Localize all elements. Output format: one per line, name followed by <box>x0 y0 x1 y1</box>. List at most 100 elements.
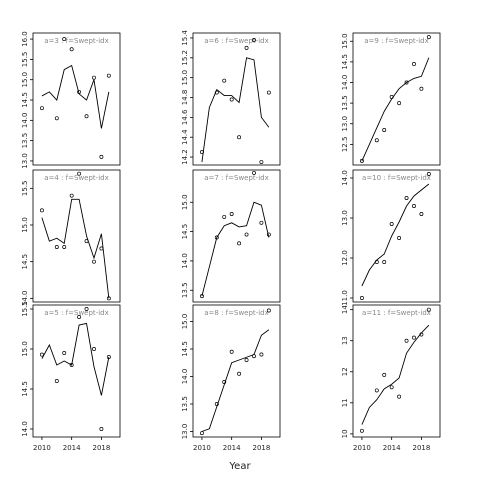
point <box>389 222 394 226</box>
point <box>412 61 416 66</box>
panel-frame <box>352 304 441 438</box>
y-tick-label: 14.5 <box>181 224 189 240</box>
point <box>412 335 416 340</box>
point <box>404 196 409 200</box>
point <box>244 232 249 237</box>
point <box>214 402 219 406</box>
strip-label: a=5 : f=Swept-idx <box>44 309 108 317</box>
point <box>222 78 227 83</box>
y-tick-label: 11.0 <box>341 290 349 306</box>
fit-line <box>361 57 430 162</box>
point <box>426 35 431 40</box>
point <box>359 296 364 300</box>
point <box>214 90 219 95</box>
y-tick-label: 15.0 <box>21 217 29 233</box>
y-tick-label: 15.0 <box>341 33 349 49</box>
x-tick-label: 2010 <box>353 444 371 452</box>
fit-line <box>41 322 110 396</box>
x-tick-label: 2010 <box>33 444 51 452</box>
y-tick-label: 15.4 <box>181 30 189 46</box>
point <box>397 101 402 106</box>
point <box>229 349 234 354</box>
y-tick-label: 13 <box>341 336 349 345</box>
point <box>237 241 242 246</box>
point <box>99 154 104 159</box>
point <box>389 94 394 99</box>
point <box>266 308 271 313</box>
y-tick-label: 14 <box>341 305 349 314</box>
point <box>62 351 67 355</box>
y-tick-label: 13.5 <box>21 133 29 149</box>
point <box>404 80 409 85</box>
y-tick-label: 13.5 <box>341 95 349 111</box>
y-tick-label: 14.6 <box>181 109 189 125</box>
point <box>69 47 74 52</box>
y-tick-label: 14.0 <box>341 170 349 186</box>
fit-line <box>361 183 430 287</box>
x-tick-label: 2018 <box>92 444 110 452</box>
y-tick-label: 15.5 <box>21 181 29 197</box>
y-tick-label: 13.0 <box>341 116 349 132</box>
point <box>54 116 59 121</box>
point <box>77 171 82 176</box>
point <box>259 220 264 225</box>
point <box>99 427 104 431</box>
y-tick-label: 12 <box>341 367 349 376</box>
point <box>259 352 264 357</box>
point <box>259 160 264 164</box>
point <box>69 363 74 367</box>
y-tick-label: 13.5 <box>181 282 189 298</box>
point <box>397 236 402 240</box>
point <box>106 355 111 359</box>
y-tick-label: 12.5 <box>341 137 349 153</box>
x-tick-label: 2014 <box>223 444 241 452</box>
point <box>62 37 67 42</box>
strip-label: a=9 : f=Swept-idx <box>364 37 428 45</box>
y-tick-label: 15.0 <box>181 70 189 86</box>
point <box>92 75 96 80</box>
y-tick-label: 14.5 <box>181 341 189 357</box>
panel-frame <box>32 169 121 303</box>
x-tick-label: 2014 <box>383 444 401 452</box>
point <box>419 86 424 91</box>
y-tick-label: 13.5 <box>181 396 189 412</box>
point <box>54 245 59 249</box>
y-tick-label: 15.5 <box>21 52 29 68</box>
point <box>252 37 256 42</box>
strip-label: a=7 : f=Swept-idx <box>204 174 268 182</box>
y-tick-label: 15.0 <box>21 341 29 357</box>
y-tick-label: 14.5 <box>341 54 349 70</box>
point <box>374 260 379 264</box>
point <box>389 385 394 390</box>
point <box>374 138 379 143</box>
point <box>106 296 111 301</box>
point <box>419 212 424 216</box>
point <box>214 235 219 240</box>
y-tick-label: 14.5 <box>21 254 29 270</box>
panel-frame <box>32 304 121 438</box>
point <box>62 245 67 249</box>
point <box>222 380 227 384</box>
y-tick-label: 15.0 <box>21 72 29 88</box>
point <box>404 338 409 343</box>
point <box>266 232 271 237</box>
strip-label: a=8 : f=Swept-idx <box>204 309 268 317</box>
point <box>92 259 96 264</box>
point <box>229 97 234 102</box>
strip-label: a=3 : f=Swept-idx <box>44 37 108 45</box>
y-tick-label: 14.0 <box>21 421 29 437</box>
panel-frame <box>192 32 281 166</box>
fit-line <box>41 64 110 129</box>
point <box>382 372 387 377</box>
y-tick-label: 12.0 <box>341 250 349 266</box>
strip-label: a=10 : f=Swept-idx <box>362 174 431 182</box>
point <box>359 428 364 433</box>
point <box>397 394 402 399</box>
panel-frame <box>32 32 121 166</box>
panel-frame <box>352 169 441 303</box>
point <box>244 358 249 362</box>
y-tick-label: 14.5 <box>21 92 29 108</box>
point <box>426 307 431 312</box>
point <box>237 135 242 140</box>
